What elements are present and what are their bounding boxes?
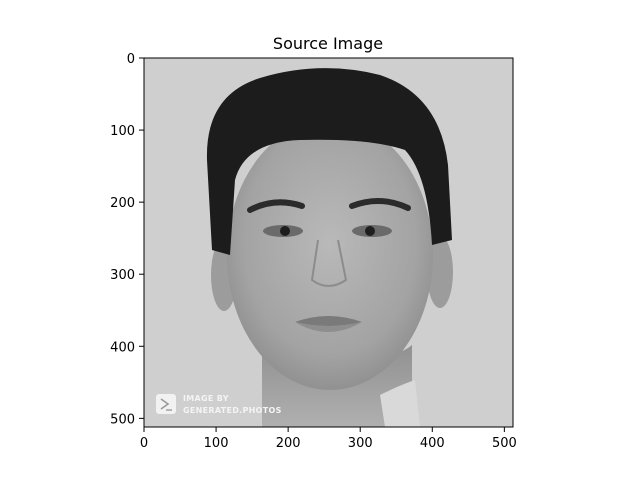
upper-lip — [295, 316, 362, 326]
x-tick-label: 300 — [348, 436, 373, 451]
watermark-line2: GENERATED.PHOTOS — [183, 406, 282, 415]
watermark-logo-box — [156, 394, 176, 414]
y-tick-label: 100 — [110, 124, 135, 139]
y-axis: 0 100 200 300 400 500 — [110, 52, 144, 427]
left-eyebrow — [247, 199, 305, 213]
y-tick-label: 400 — [110, 340, 135, 355]
hair — [206, 68, 452, 255]
shirt-collar — [380, 380, 420, 427]
x-tick-label: 500 — [492, 436, 517, 451]
chart-title: Source Image — [273, 34, 383, 53]
y-tick-label: 500 — [110, 412, 135, 427]
x-tick-label: 0 — [140, 436, 148, 451]
y-tick-label: 300 — [110, 268, 135, 283]
axes-frame — [143, 57, 514, 428]
x-tick-label: 100 — [204, 436, 229, 451]
portrait-photo — [206, 68, 453, 427]
source-image: IMAGE BY GENERATED.PHOTOS — [144, 58, 513, 427]
watermark-line1: IMAGE BY — [183, 394, 229, 403]
watermark: IMAGE BY GENERATED.PHOTOS — [156, 394, 282, 415]
face — [227, 120, 433, 390]
lower-lip — [295, 322, 362, 332]
x-axis: 0 100 200 300 400 500 — [140, 427, 517, 451]
x-tick-label: 200 — [276, 436, 301, 451]
left-pupil — [280, 226, 290, 236]
right-pupil — [365, 226, 375, 236]
nose — [310, 239, 348, 287]
x-tick-label: 400 — [420, 436, 445, 451]
play-arrow-logo-icon — [160, 398, 170, 410]
right-ear — [427, 236, 453, 308]
y-tick-label: 200 — [110, 196, 135, 211]
right-eyebrow — [349, 198, 411, 211]
y-tick-label: 0 — [127, 52, 135, 67]
